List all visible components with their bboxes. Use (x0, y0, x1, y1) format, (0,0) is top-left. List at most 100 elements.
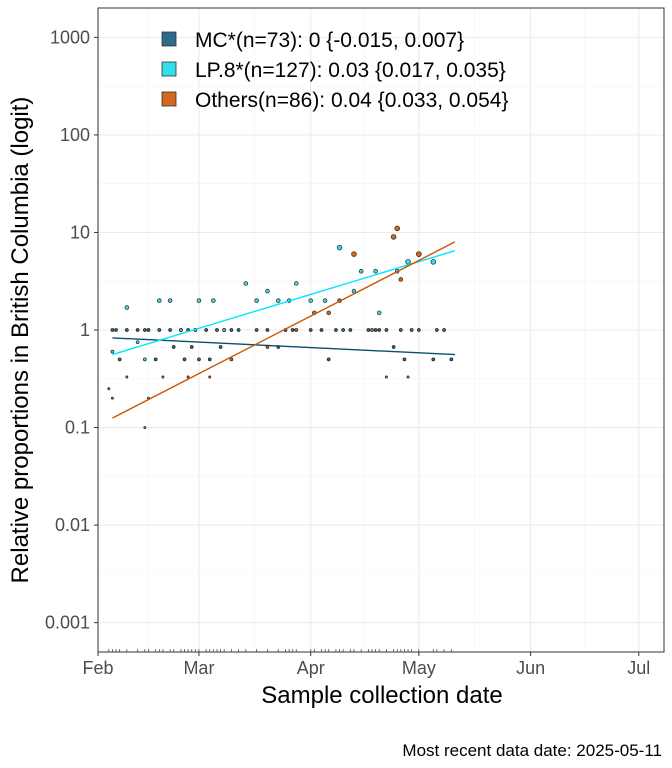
data-point (366, 328, 371, 332)
data-point (161, 375, 165, 379)
data-point (182, 357, 187, 362)
data-point (398, 277, 404, 282)
data-point (229, 328, 234, 332)
data-point (229, 357, 234, 362)
data-point (168, 328, 172, 332)
data-point (143, 328, 147, 332)
data-point (189, 345, 194, 349)
data-point (143, 426, 147, 429)
x-axis-title: Sample collection date (261, 682, 502, 709)
data-point (430, 259, 437, 265)
data-point (265, 288, 270, 294)
data-point (308, 328, 313, 332)
data-point (107, 387, 111, 391)
data-point (322, 298, 328, 303)
data-point (384, 328, 389, 332)
data-point (358, 269, 364, 274)
data-point (398, 328, 403, 332)
data-point (449, 357, 454, 362)
data-point (197, 357, 201, 362)
data-point (135, 340, 140, 345)
x-tick-label: Jul (627, 658, 650, 678)
y-tick-label: 100 (60, 125, 90, 145)
legend-key (161, 61, 177, 77)
data-point (341, 328, 345, 332)
data-point (207, 357, 212, 362)
data-point (373, 269, 378, 274)
fit-line (112, 241, 456, 419)
data-point (153, 357, 158, 362)
legend-label: LP.8*(n=127): 0.03 {0.017, 0.035} (195, 59, 506, 82)
data-point (146, 328, 151, 332)
y-tick-label: 1 (80, 320, 90, 340)
y-axis-title: Relative proportions in British Columbia… (7, 97, 34, 584)
caption: Most recent data date: 2025-05-11 (402, 741, 662, 760)
data-point (390, 234, 397, 240)
data-point (308, 298, 313, 303)
data-point (171, 345, 176, 349)
data-point (157, 298, 162, 303)
data-point (326, 310, 331, 316)
data-point (391, 345, 396, 349)
data-point (254, 328, 259, 332)
data-point (351, 251, 357, 257)
data-point (211, 298, 216, 303)
data-point (348, 328, 353, 332)
major-grid (97, 8, 664, 652)
data-point (442, 328, 446, 332)
data-point (373, 328, 378, 332)
data-point (435, 328, 439, 332)
data-point (167, 298, 173, 303)
data-point (196, 298, 202, 303)
data-point (110, 328, 115, 332)
y-tick-label: 10 (70, 222, 90, 242)
data-point (243, 281, 249, 286)
legend-label: MC*(n=73): 0 {-0.015, 0.007} (195, 29, 464, 52)
x-tick-label: Mar (183, 658, 214, 678)
data-point (157, 328, 162, 332)
data-point (394, 225, 400, 232)
legend-key (161, 31, 177, 47)
data-point (416, 251, 422, 257)
data-point (114, 328, 118, 332)
data-point (376, 310, 382, 316)
data-point (186, 375, 190, 379)
data-point (143, 357, 147, 362)
series-2 (107, 225, 456, 429)
data-point (402, 357, 407, 362)
data-point (254, 298, 259, 303)
data-point (265, 345, 270, 349)
data-point (110, 396, 114, 400)
data-point (110, 349, 115, 354)
data-point (334, 328, 338, 332)
y-tick-label: 0.01 (55, 515, 90, 535)
data-point (384, 375, 388, 379)
data-point (336, 244, 343, 251)
data-point (326, 357, 331, 362)
data-point (431, 357, 436, 362)
data-point (208, 375, 212, 379)
data-point (290, 328, 295, 332)
data-point (417, 328, 421, 332)
data-point (222, 328, 227, 332)
x-tick-label: May (402, 658, 436, 678)
y-tick-label: 0.1 (65, 418, 90, 438)
data-point (135, 328, 140, 332)
data-point (276, 298, 281, 303)
x-axis: Feb Mar Apr May Jun Jul (82, 652, 650, 678)
data-point (124, 328, 129, 332)
data-point (179, 328, 183, 332)
data-point (236, 328, 241, 332)
data-point (124, 305, 130, 310)
y-axis: 0.001 0.01 0.1 1 10 100 1000 (45, 27, 98, 633)
x-tick-label: Feb (82, 658, 113, 678)
x-tick-label: Apr (297, 658, 325, 678)
data-point (294, 328, 299, 332)
legend-key (161, 91, 177, 107)
legend: MC*(n=73): 0 {-0.015, 0.007} LP.8*(n=127)… (161, 29, 508, 112)
data-point (319, 328, 324, 332)
legend-label: Others(n=86): 0.04 {0.033, 0.054} (195, 89, 508, 112)
data-point (204, 328, 209, 332)
